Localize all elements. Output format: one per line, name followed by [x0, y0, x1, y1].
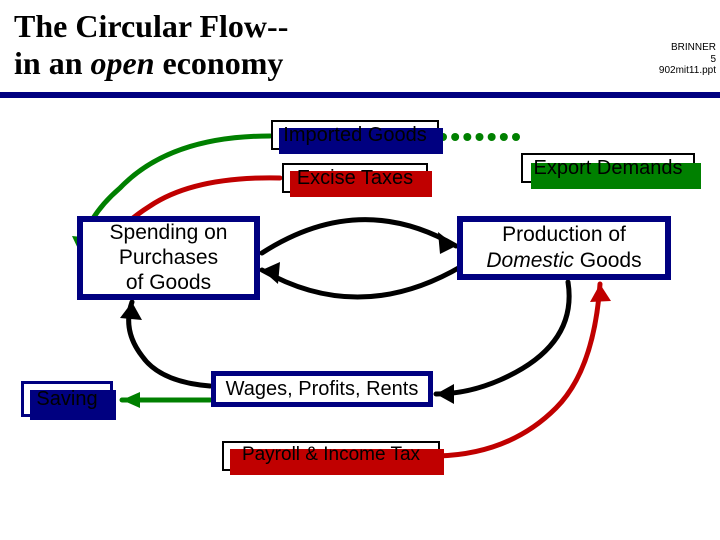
title-region: The Circular Flow-- in an open economy: [0, 0, 720, 86]
flow-arrowhead: [438, 232, 456, 254]
box-spending: Spending on Purchases of Goods: [77, 216, 260, 300]
export-dot: [500, 133, 508, 141]
export-dot: [512, 133, 520, 141]
export-dot: [488, 133, 496, 141]
flow-arrow: [438, 284, 600, 456]
box-payroll-tax: Payroll & Income Tax: [222, 441, 440, 471]
slide-meta: BRINNER 5 902mit11.ppt: [659, 42, 716, 77]
box-imported-goods: Imported Goods: [271, 120, 439, 150]
slide-title: The Circular Flow-- in an open economy: [14, 8, 706, 82]
diagram-canvas: Imported Goods Excise Taxes Export Demands…: [0, 98, 720, 538]
title-line2-em: open: [90, 45, 154, 81]
box-excise-taxes: Excise Taxes: [282, 163, 428, 193]
box-wages: Wages, Profits, Rents: [211, 371, 433, 407]
meta-file: 902mit11.ppt: [659, 65, 716, 77]
box-saving: Saving: [21, 381, 113, 417]
flow-arrowhead: [120, 302, 142, 320]
flow-arrow: [436, 282, 569, 394]
export-dot: [451, 133, 459, 141]
title-line2b: economy: [154, 45, 283, 81]
box-production: Production of Domestic Goods: [457, 216, 671, 280]
export-dot: [463, 133, 471, 141]
flow-arrow: [262, 266, 462, 297]
title-line2a: in an: [14, 45, 90, 81]
title-line1: The Circular Flow--: [14, 8, 288, 44]
flow-arrowhead: [262, 262, 280, 284]
export-dot: [476, 133, 484, 141]
flow-arrow: [129, 302, 210, 386]
meta-page: 5: [659, 54, 716, 66]
meta-author: BRINNER: [659, 42, 716, 54]
box-export-demands: Export Demands: [521, 153, 695, 183]
flow-arrowhead: [436, 384, 454, 404]
flow-arrow: [262, 219, 456, 252]
flow-arrowhead: [122, 392, 140, 408]
flow-arrowhead: [590, 284, 611, 302]
